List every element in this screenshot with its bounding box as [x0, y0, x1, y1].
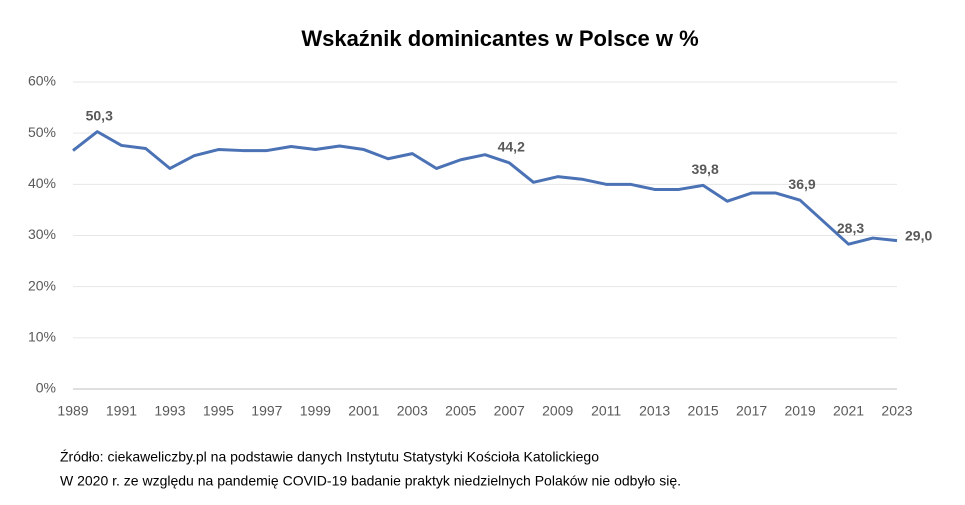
x-tick-label: 2017	[736, 403, 767, 419]
x-tick-label: 2013	[639, 403, 670, 419]
y-tick-label: 30%	[28, 226, 56, 242]
data-line	[72, 130, 898, 246]
y-tick-label: 50%	[28, 124, 56, 140]
x-tick-label: 1993	[154, 403, 185, 419]
value-label: 50,3	[86, 107, 113, 123]
x-tick-label: 2009	[542, 403, 573, 419]
y-tick-label: 0%	[36, 380, 56, 396]
y-tick-label: 10%	[28, 329, 56, 345]
x-tick-label: 2005	[445, 403, 476, 419]
x-tick-label: 1991	[106, 403, 137, 419]
value-label: 29,0	[905, 227, 932, 243]
chart-title: Wskaźnik dominicantes w Polsce w %	[301, 26, 698, 51]
value-label: 44,2	[498, 139, 525, 155]
value-label: 28,3	[837, 220, 864, 236]
y-tick-label: 20%	[28, 277, 56, 293]
x-tick-label: 2019	[784, 403, 815, 419]
y-tick-label: 40%	[28, 175, 56, 191]
x-tick-label: 2023	[881, 403, 912, 419]
x-tick-label: 2001	[348, 403, 379, 419]
value-label: 39,8	[691, 161, 718, 177]
x-tick-label: 2011	[591, 403, 621, 419]
x-tick-label: 1999	[300, 403, 331, 419]
x-tick-label: 2015	[688, 403, 719, 419]
footnote: W 2020 r. ze względu na pandemię COVID-1…	[60, 473, 681, 489]
x-tick-label: 1989	[57, 403, 88, 419]
y-tick-label: 60%	[28, 73, 56, 89]
x-tick-label: 2021	[833, 403, 864, 419]
value-label: 36,9	[788, 176, 815, 192]
source-note: Źródło: ciekaweliczby.pl na podstawie da…	[60, 449, 599, 465]
x-tick-label: 2007	[494, 403, 525, 419]
x-tick-label: 1997	[251, 403, 282, 419]
x-tick-label: 1995	[203, 403, 234, 419]
x-tick-label: 2003	[397, 403, 428, 419]
